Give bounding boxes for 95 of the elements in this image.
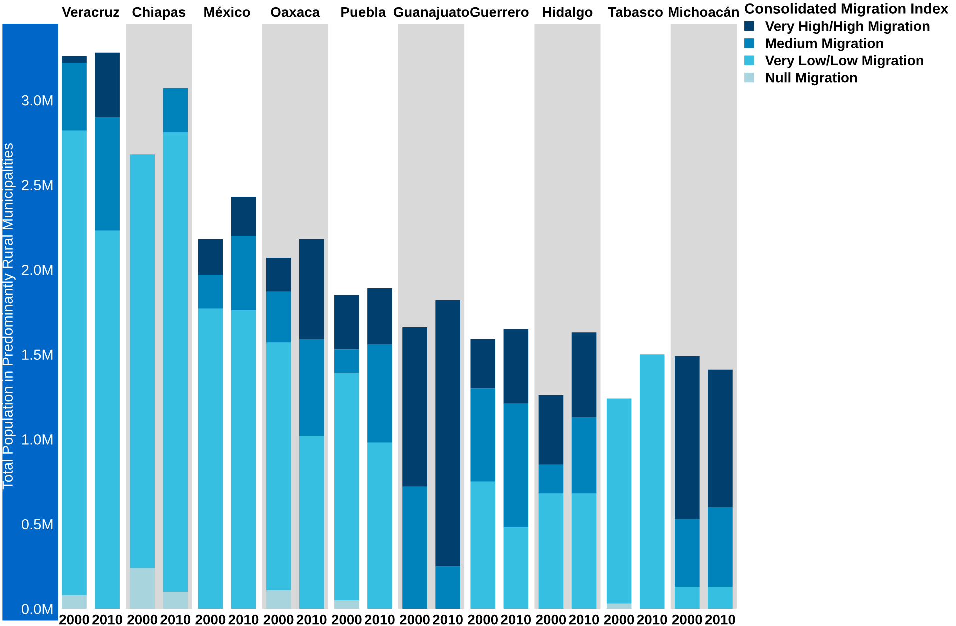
chart-title: México: [204, 6, 250, 18]
chart-title: Guerrero: [470, 7, 529, 18]
bar: [231, 196, 256, 236]
bar: [572, 417, 597, 494]
bar: [95, 230, 120, 609]
x-tick-label: 2010: [637, 614, 668, 625]
bar: [62, 63, 87, 131]
y-axis-title: Total Population in Predominantly Rural Municipalities: [2, 144, 16, 490]
chart-title: Chiapas: [132, 6, 186, 20]
bar: [436, 300, 460, 567]
bar: [163, 88, 188, 133]
bar: [130, 154, 156, 568]
y-tick-label: 2.0M: [22, 264, 53, 276]
bar: [266, 258, 292, 292]
bar: [95, 52, 120, 118]
y-tick-label: 3.0M: [22, 95, 53, 106]
y-tick-label: 1.0M: [22, 434, 53, 445]
bar: [402, 328, 428, 487]
bar: [708, 586, 733, 609]
bar: [62, 595, 87, 609]
x-tick-label: 2010: [433, 614, 463, 625]
x-tick-label: 2000: [672, 614, 702, 625]
chart-title: Puebla: [342, 6, 386, 18]
bar: [470, 339, 496, 389]
bar: [334, 373, 360, 601]
x-tick-label: 2000: [128, 614, 158, 625]
bar: [504, 404, 529, 528]
y-tick-label: 0.0M: [22, 604, 53, 614]
bar: [231, 310, 256, 609]
bar: [198, 274, 224, 309]
x-tick-label: 2010: [296, 614, 327, 625]
legend-label: Very Low/Low Migration: [765, 55, 924, 68]
bar: [198, 239, 224, 275]
x-tick-label: 2000: [196, 614, 226, 625]
x-tick-label: 2000: [332, 614, 362, 625]
bar: [708, 370, 733, 508]
bar: [299, 239, 324, 340]
bar: [95, 117, 120, 231]
bar: [504, 528, 529, 609]
legend-label: Medium Migration: [766, 38, 884, 52]
bar: [675, 356, 700, 520]
chart-title: Veracruz: [62, 8, 120, 18]
legend-title: Consolidated Migration Index: [745, 3, 949, 17]
chart-title: Tabasco: [608, 6, 663, 18]
bar: [504, 329, 529, 404]
legend-label: Very High/High Migration: [765, 21, 930, 34]
x-tick-label: 2000: [604, 614, 634, 625]
bar: [130, 568, 156, 609]
x-tick-label: 2010: [501, 614, 532, 625]
bar: [538, 395, 564, 465]
x-tick-label: 2010: [365, 614, 395, 625]
x-tick-label: 2010: [160, 614, 191, 625]
bar: [198, 308, 224, 609]
bar: [266, 292, 292, 343]
chart-title: Oaxaca: [271, 7, 320, 18]
bar: [402, 486, 428, 609]
y-tick-label: 2.5M: [22, 180, 53, 191]
x-tick-label: 2000: [468, 614, 498, 625]
legend-label: Null Migration: [766, 72, 858, 86]
x-tick-label: 2010: [92, 614, 122, 625]
x-tick-label: 2000: [60, 614, 90, 625]
x-tick-label: 2000: [536, 614, 566, 625]
y-tick-label: 1.5M: [22, 350, 53, 360]
bar: [538, 494, 564, 609]
bar: [266, 342, 292, 590]
bar: [572, 494, 597, 609]
x-tick-label: 2010: [228, 614, 259, 625]
bar: [231, 236, 256, 311]
bar: [334, 600, 360, 609]
bar: [163, 592, 188, 609]
bar: [436, 566, 460, 609]
bar: [538, 464, 564, 494]
bar: [368, 344, 392, 443]
y-tick-label: 0.5M: [22, 519, 53, 530]
chart-title: Michoacán: [668, 6, 739, 18]
x-tick-label: 2010: [706, 614, 736, 625]
x-tick-label: 2010: [569, 614, 600, 625]
bar: [62, 56, 87, 63]
bar: [572, 332, 597, 418]
chart-title: Hidalgo: [543, 6, 593, 20]
bar: [470, 388, 496, 482]
chart-title: Guanajuato: [394, 6, 470, 20]
bar: [266, 590, 292, 609]
bar: [299, 436, 324, 609]
bar: [334, 350, 360, 374]
bar: [708, 507, 733, 587]
bar: [470, 482, 496, 609]
bar: [368, 288, 392, 344]
bar: [368, 442, 392, 609]
x-tick-label: 2000: [400, 614, 430, 625]
bar: [334, 295, 360, 350]
bar: [675, 519, 700, 587]
bar: [299, 339, 324, 436]
bar: [675, 586, 700, 609]
x-tick-label: 2000: [264, 614, 294, 625]
